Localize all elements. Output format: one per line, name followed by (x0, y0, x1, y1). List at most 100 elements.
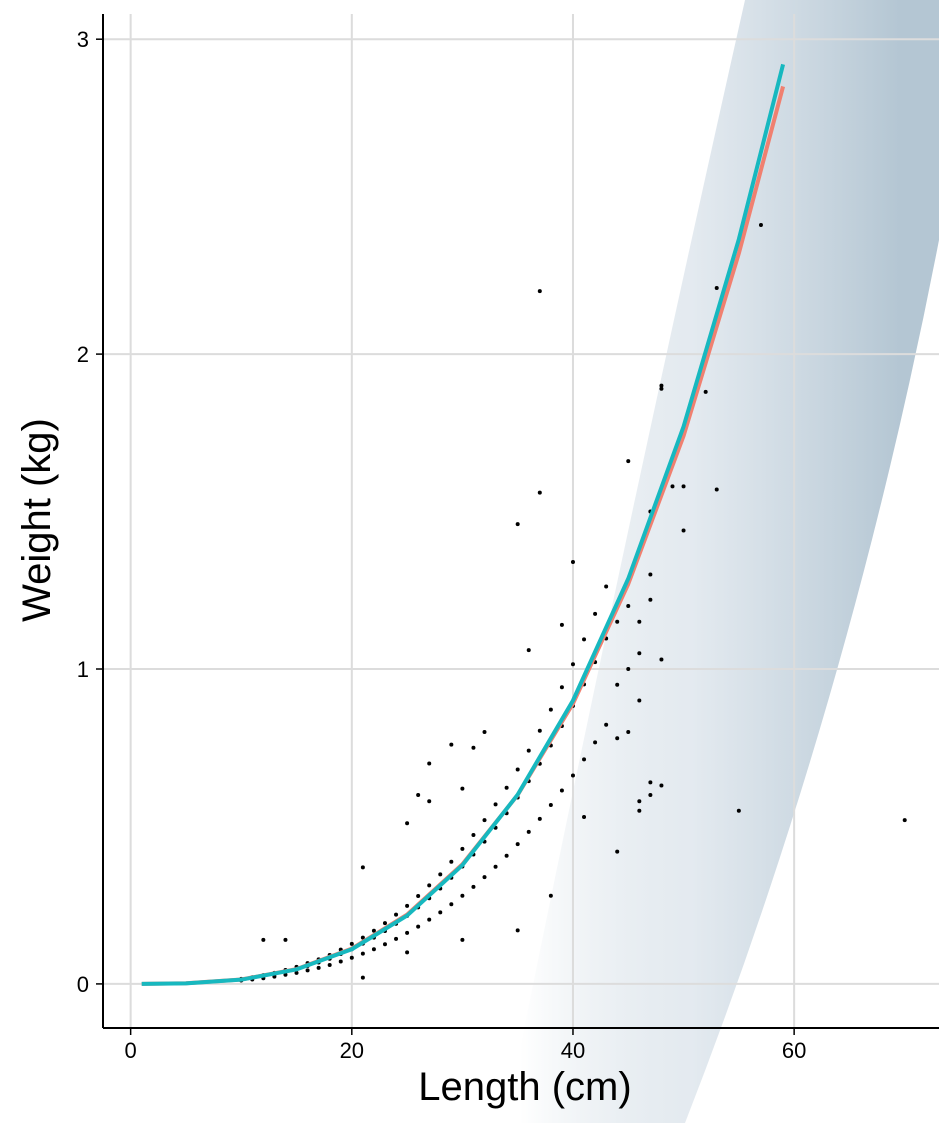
data-point (371, 947, 376, 952)
data-point (615, 736, 620, 741)
data-point (714, 285, 719, 290)
data-point (482, 729, 487, 734)
data-point (681, 528, 686, 533)
data-point (537, 728, 542, 733)
data-point (637, 651, 642, 656)
data-point (570, 559, 575, 564)
data-point (405, 821, 410, 826)
data-point (615, 619, 620, 624)
data-point (637, 808, 642, 813)
data-point (394, 936, 399, 941)
data-point (460, 893, 465, 898)
data-point (582, 637, 587, 642)
data-point (515, 842, 520, 847)
data-point (427, 917, 432, 922)
plot-area (141, 63, 907, 986)
data-point (570, 662, 575, 667)
data-point (305, 968, 310, 973)
x-tick-label: 20 (340, 1038, 364, 1063)
data-point (449, 742, 454, 747)
data-point (648, 597, 653, 602)
data-point (548, 893, 553, 898)
data-point (593, 611, 598, 616)
data-point (648, 792, 653, 797)
data-point (582, 757, 587, 762)
data-point (360, 935, 365, 940)
data-point (637, 799, 642, 804)
data-point (626, 667, 631, 672)
data-point (460, 846, 465, 851)
data-point (405, 903, 410, 908)
data-point (659, 657, 664, 662)
data-point (604, 584, 609, 589)
data-point (394, 912, 399, 917)
data-point (382, 942, 387, 947)
data-point (626, 604, 631, 609)
data-point (537, 490, 542, 495)
data-point (526, 648, 531, 653)
data-point (615, 682, 620, 687)
data-point (460, 786, 465, 791)
data-point (559, 788, 564, 793)
x-tick-label: 0 (125, 1038, 137, 1063)
data-point (681, 484, 686, 489)
data-point (548, 803, 553, 808)
data-point (349, 955, 354, 960)
data-point (902, 818, 907, 823)
data-point (637, 698, 642, 703)
data-point (405, 930, 410, 935)
data-point (703, 389, 708, 394)
data-point (416, 924, 421, 929)
y-tick-label: 0 (77, 972, 89, 997)
data-point (316, 965, 321, 970)
data-point (471, 745, 476, 750)
data-point (504, 785, 509, 790)
data-point (460, 937, 465, 942)
data-point (283, 972, 288, 977)
data-point (294, 970, 299, 975)
data-point (493, 864, 498, 869)
data-point (559, 685, 564, 690)
data-point (371, 928, 376, 933)
data-point (637, 619, 642, 624)
data-point (438, 872, 443, 877)
data-point (471, 884, 476, 889)
x-axis-title: Length (cm) (418, 1065, 631, 1109)
data-point (438, 910, 443, 915)
data-point (714, 487, 719, 492)
data-point (626, 459, 631, 464)
data-point (659, 386, 664, 391)
data-point (670, 484, 675, 489)
data-point (515, 522, 520, 527)
data-point (261, 937, 266, 942)
data-point (449, 859, 454, 864)
data-point (548, 707, 553, 712)
data-point (526, 748, 531, 753)
data-point (427, 883, 432, 888)
x-tick-label: 60 (782, 1038, 806, 1063)
data-point (736, 808, 741, 813)
data-point (559, 622, 564, 627)
data-point (360, 975, 365, 980)
data-point (283, 937, 288, 942)
data-point (416, 894, 421, 899)
data-point (504, 853, 509, 858)
data-point (604, 722, 609, 727)
axes: 0 20 40 60 0 1 2 3 (77, 14, 939, 1063)
data-point (360, 951, 365, 956)
data-point (648, 780, 653, 785)
data-point (416, 792, 421, 797)
data-point (471, 832, 476, 837)
data-point (493, 802, 498, 807)
data-point (758, 222, 763, 227)
data-point (427, 799, 432, 804)
data-point (449, 902, 454, 907)
data-point (327, 963, 332, 968)
data-point (349, 941, 354, 946)
data-point (537, 816, 542, 821)
data-point (659, 383, 664, 388)
y-tick-label: 3 (77, 27, 89, 52)
y-tick-label: 2 (77, 342, 89, 367)
data-point (338, 959, 343, 964)
